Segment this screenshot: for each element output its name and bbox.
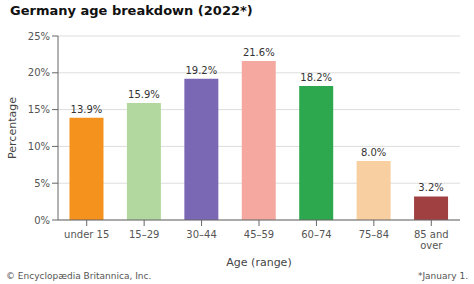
svg-text:45–59: 45–59 [244,229,274,240]
svg-text:8.0%: 8.0% [361,147,386,158]
svg-text:under 15: under 15 [64,229,109,240]
svg-text:20%: 20% [28,67,50,78]
svg-text:15–29: 15–29 [129,229,159,240]
svg-text:15.9%: 15.9% [128,89,160,100]
svg-text:10%: 10% [28,141,50,152]
svg-text:18.2%: 18.2% [300,72,332,83]
svg-text:5%: 5% [34,178,50,189]
html-text:*January 1.: *January 1. [417,271,468,281]
html-text:© Encyclopædia Britannica, Inc: © Encyclopædia Britannica, Inc. [6,271,152,281]
svg-text:30–44: 30–44 [186,229,216,240]
svg-text:75–84: 75–84 [359,229,389,240]
svg-text:15%: 15% [28,104,50,115]
svg-text:3.2%: 3.2% [418,182,443,193]
svg-text:Percentage: Percentage [8,97,19,159]
svg-text:19.2%: 19.2% [185,65,217,76]
svg-text:21.6%: 21.6% [243,47,275,58]
svg-text:13.9%: 13.9% [71,104,103,115]
svg-text:60–74: 60–74 [301,229,331,240]
svg-text:25%: 25% [28,31,50,42]
svg-text:Age (range): Age (range) [226,256,291,268]
html-text:Germany age breakdown (2022*): Germany age breakdown (2022*) [10,3,253,18]
svg-text:85 andover: 85 andover [414,229,449,251]
svg-text:0%: 0% [34,215,50,226]
